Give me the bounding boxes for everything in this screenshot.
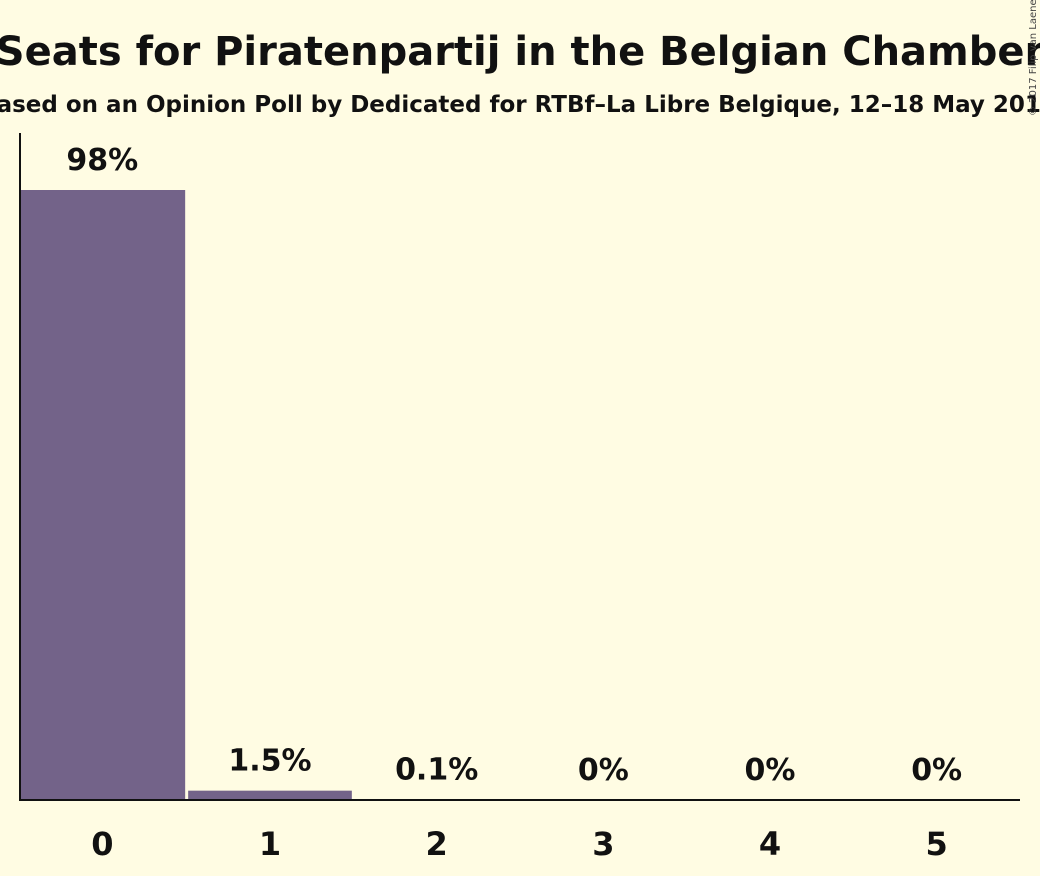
x-tick-label-3: 3	[592, 825, 614, 863]
chart-title: Seats for Piratenpartij in the Belgian C…	[0, 29, 1040, 75]
bar-1	[188, 791, 352, 800]
value-label-1: 1.5%	[228, 744, 311, 779]
x-tick-label-0: 0	[91, 825, 113, 863]
x-tick-label-1: 1	[259, 825, 281, 863]
bar-0	[21, 190, 185, 800]
value-label-0: 98%	[66, 143, 138, 178]
value-label-3: 0%	[578, 753, 629, 788]
bars-group	[21, 190, 519, 800]
x-tick-label-4: 4	[759, 825, 781, 863]
x-tick-labels-group: 0 1 2 3 4 5	[91, 825, 948, 863]
value-label-2: 0.1%	[395, 752, 478, 787]
copyright-notice: © 2017 Filip van Laenen	[1028, 0, 1039, 116]
value-labels-group: 98% 1.5% 0.1% 0% 0% 0%	[66, 143, 962, 788]
value-label-5: 0%	[911, 753, 962, 788]
x-tick-label-2: 2	[426, 825, 448, 863]
chart-subtitle: Based on an Opinion Poll by Dedicated fo…	[0, 92, 1040, 118]
value-label-4: 0%	[745, 753, 796, 788]
x-tick-label-5: 5	[926, 825, 948, 863]
